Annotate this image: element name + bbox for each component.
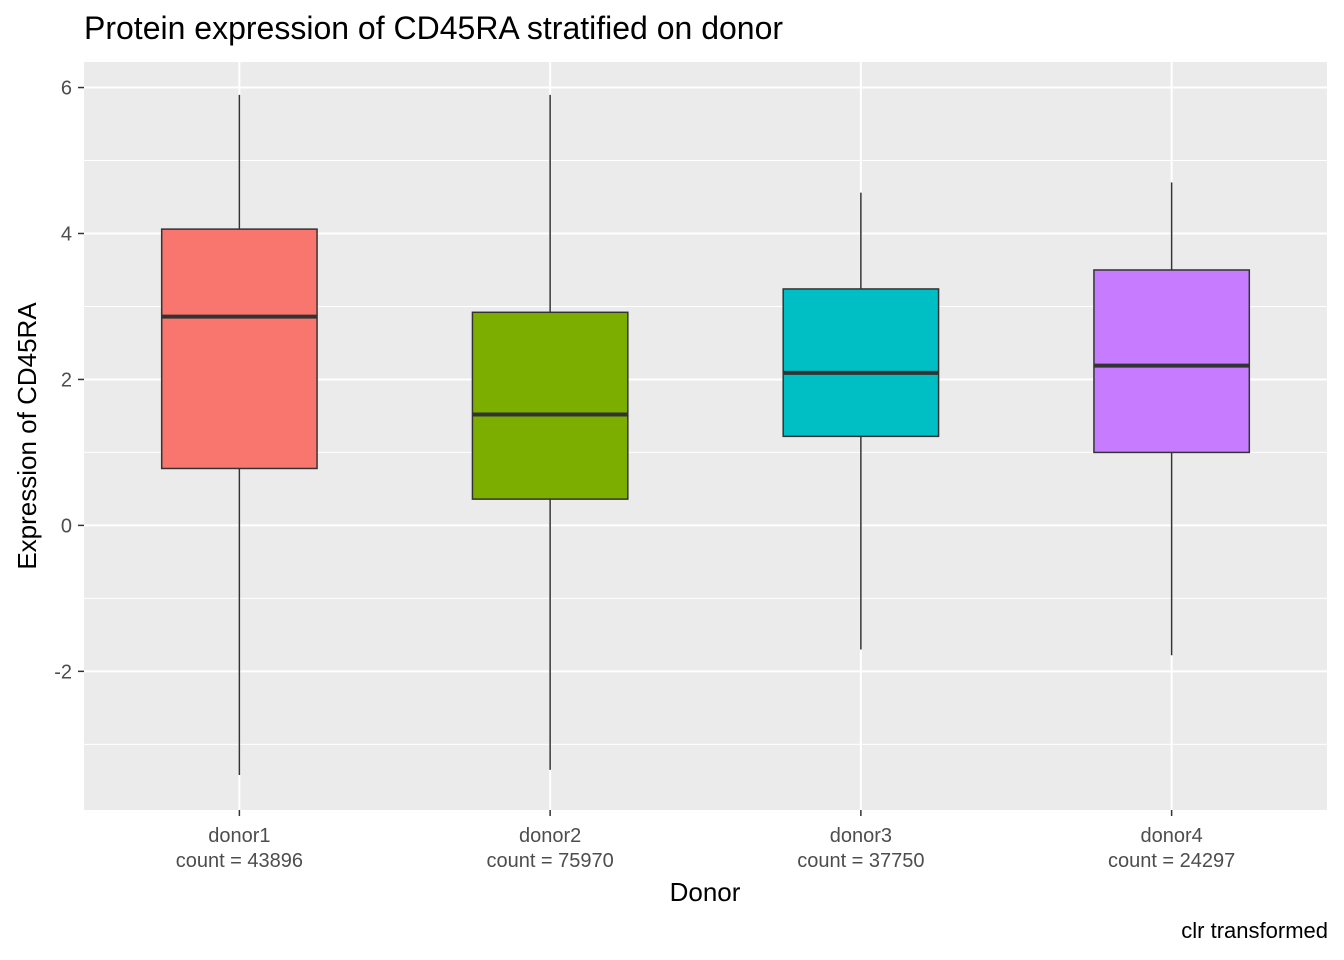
- x-tick-label: donor3: [830, 825, 892, 847]
- boxplots: [160, 94, 1251, 775]
- x-tick-label: donor2: [519, 825, 581, 847]
- y-tick-label: 0: [61, 515, 72, 537]
- y-axis: -2 0 2 4 6: [54, 78, 84, 683]
- x-count-label: count = 24297: [1108, 850, 1235, 872]
- boxplot-donor4: [1093, 182, 1251, 656]
- y-tick-label: 6: [61, 78, 72, 100]
- x-tick-label: donor4: [1140, 825, 1202, 847]
- chart-caption: clr transformed: [1181, 918, 1328, 943]
- chart-title: Protein expression of CD45RA stratified …: [84, 10, 784, 46]
- box-iqr: [471, 311, 629, 500]
- y-tick-label: 2: [61, 369, 72, 391]
- boxplot-donor2: [471, 94, 629, 770]
- x-tick-label: donor1: [208, 825, 270, 847]
- y-tick-label: -2: [54, 661, 72, 683]
- x-count-label: count = 43896: [176, 850, 303, 872]
- x-count-label: count = 75970: [486, 850, 613, 872]
- x-axis-title: Donor: [670, 877, 741, 907]
- y-tick-label: 4: [61, 223, 72, 245]
- box-iqr: [782, 288, 940, 438]
- x-count-label: count = 37750: [797, 850, 924, 872]
- boxplot-donor3: [782, 192, 940, 650]
- x-axis: donor1 count = 43896 donor2 count = 75970 do…: [176, 810, 1235, 872]
- boxplot-donor1: [160, 94, 318, 775]
- box-iqr: [1093, 269, 1251, 454]
- y-axis-title: Expression of CD45RA: [12, 302, 42, 570]
- box-iqr: [160, 228, 318, 470]
